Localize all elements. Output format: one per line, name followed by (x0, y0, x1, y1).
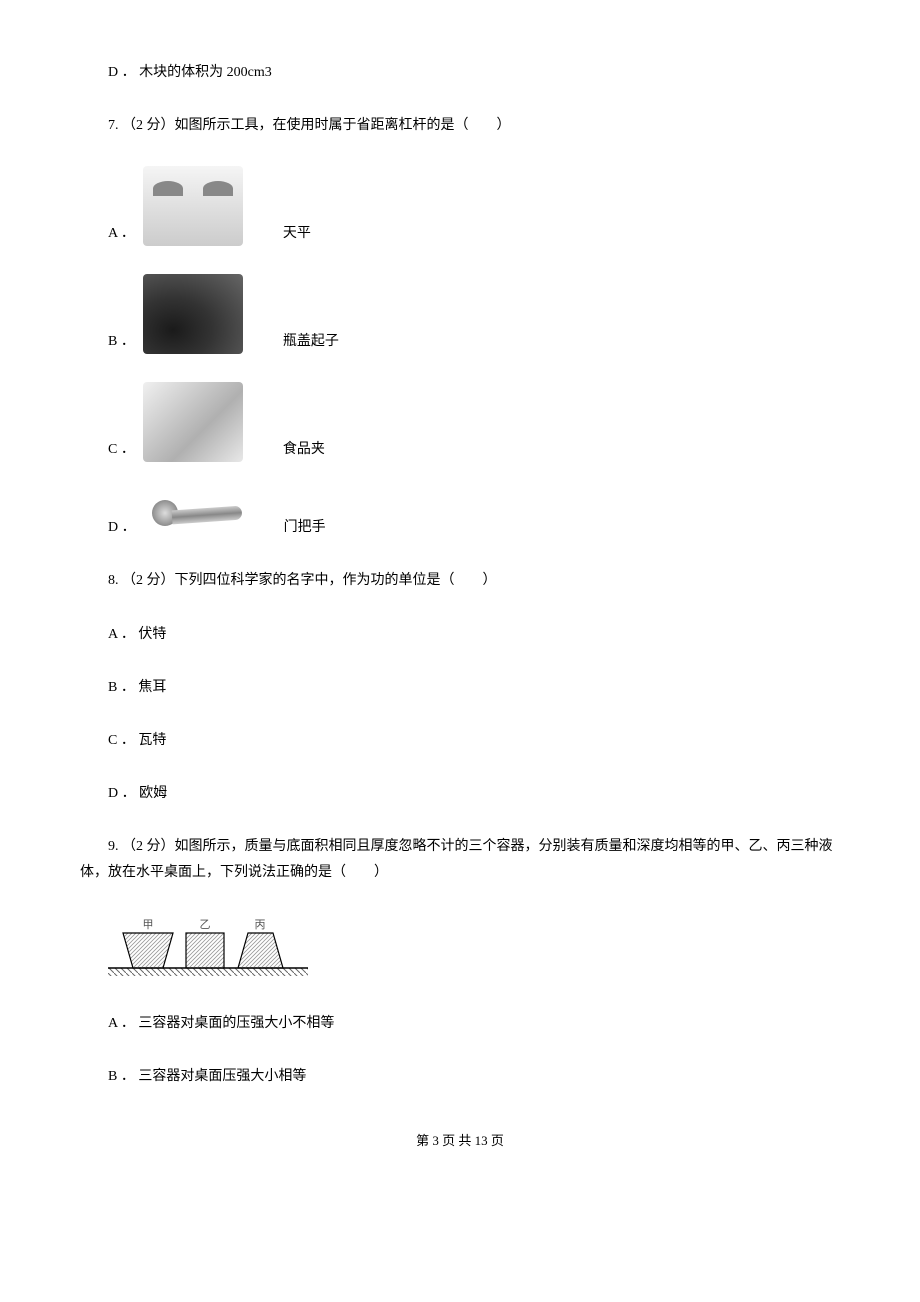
containers-diagram: 甲 乙 丙 (108, 913, 308, 983)
q7-option-d: D ． 门把手 (80, 490, 840, 540)
option-letter: D ． (80, 515, 136, 540)
q8-text: 8. （2 分）下列四位科学家的名字中，作为功的单位是（ ） (80, 568, 840, 593)
q8-option-b: B ． 焦耳 (80, 675, 840, 700)
option-label: 天平 (255, 221, 311, 246)
q8-option-a: A ． 伏特 (80, 622, 840, 647)
label-yi: 乙 (200, 918, 211, 931)
bottle-opener-image (143, 274, 243, 354)
option-label: 瓶盖起子 (255, 329, 339, 354)
option-label: 食品夹 (255, 437, 325, 462)
q9-option-a: A ． 三容器对桌面的压强大小不相等 (80, 1011, 840, 1036)
balance-scale-image (143, 166, 243, 246)
option-letter: A ． (80, 221, 135, 246)
q9-text: 9. （2 分）如图所示，质量与底面积相同且厚度忽略不计的三个容器，分别装有质量… (80, 834, 840, 884)
food-tongs-image (143, 382, 243, 462)
option-label: 门把手 (256, 515, 326, 540)
option-letter: B ． (80, 329, 135, 354)
q7-option-b: B ． 瓶盖起子 (80, 274, 840, 354)
q8-option-c: C ． 瓦特 (80, 728, 840, 753)
q9-option-b: B ． 三容器对桌面压强大小相等 (80, 1064, 840, 1089)
door-handle-image (144, 490, 244, 540)
q7-option-c: C ． 食品夹 (80, 382, 840, 462)
q7-option-a: A ． 天平 (80, 166, 840, 246)
q7-text: 7. （2 分）如图所示工具，在使用时属于省距离杠杆的是（ ） (80, 113, 840, 138)
q6-option-d: D ． 木块的体积为 200cm3 (80, 60, 840, 85)
label-bing: 丙 (255, 919, 266, 931)
page-footer: 第 3 页 共 13 页 (80, 1129, 840, 1152)
option-letter: C ． (80, 437, 135, 462)
label-jia: 甲 (143, 919, 154, 931)
q8-option-d: D ． 欧姆 (80, 781, 840, 806)
